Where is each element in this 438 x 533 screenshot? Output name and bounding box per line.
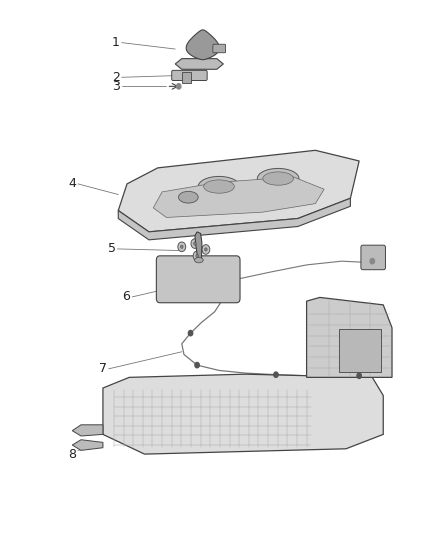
Ellipse shape [257,168,299,189]
FancyBboxPatch shape [213,44,226,53]
Circle shape [274,372,278,377]
Circle shape [191,239,199,248]
Text: 7: 7 [99,362,107,375]
Ellipse shape [263,172,293,185]
Text: 8: 8 [68,448,76,461]
Ellipse shape [204,180,234,193]
Text: 2: 2 [112,71,120,84]
FancyBboxPatch shape [172,70,207,80]
Polygon shape [195,232,202,260]
Circle shape [194,242,196,245]
Polygon shape [118,150,359,232]
FancyBboxPatch shape [361,245,385,270]
Circle shape [357,373,361,378]
Polygon shape [103,374,383,454]
Circle shape [370,259,374,264]
Circle shape [180,245,183,248]
Circle shape [188,330,193,336]
Circle shape [202,245,210,254]
Circle shape [205,248,207,251]
Circle shape [178,242,186,252]
Polygon shape [307,297,392,377]
Polygon shape [175,59,223,69]
Polygon shape [118,198,350,240]
Ellipse shape [194,257,203,263]
Circle shape [196,254,198,257]
Polygon shape [186,30,219,60]
Ellipse shape [179,191,198,203]
Bar [182,72,191,83]
Polygon shape [153,177,324,217]
Text: 6: 6 [122,290,130,303]
Polygon shape [72,440,103,450]
Text: 5: 5 [108,243,116,255]
FancyBboxPatch shape [156,256,240,303]
Circle shape [195,362,199,368]
Text: 1: 1 [112,36,120,49]
Bar [339,329,381,372]
Ellipse shape [198,176,240,197]
Text: 3: 3 [112,80,120,93]
Circle shape [193,251,201,261]
Polygon shape [72,425,103,436]
Circle shape [177,84,181,89]
Text: 4: 4 [68,177,76,190]
